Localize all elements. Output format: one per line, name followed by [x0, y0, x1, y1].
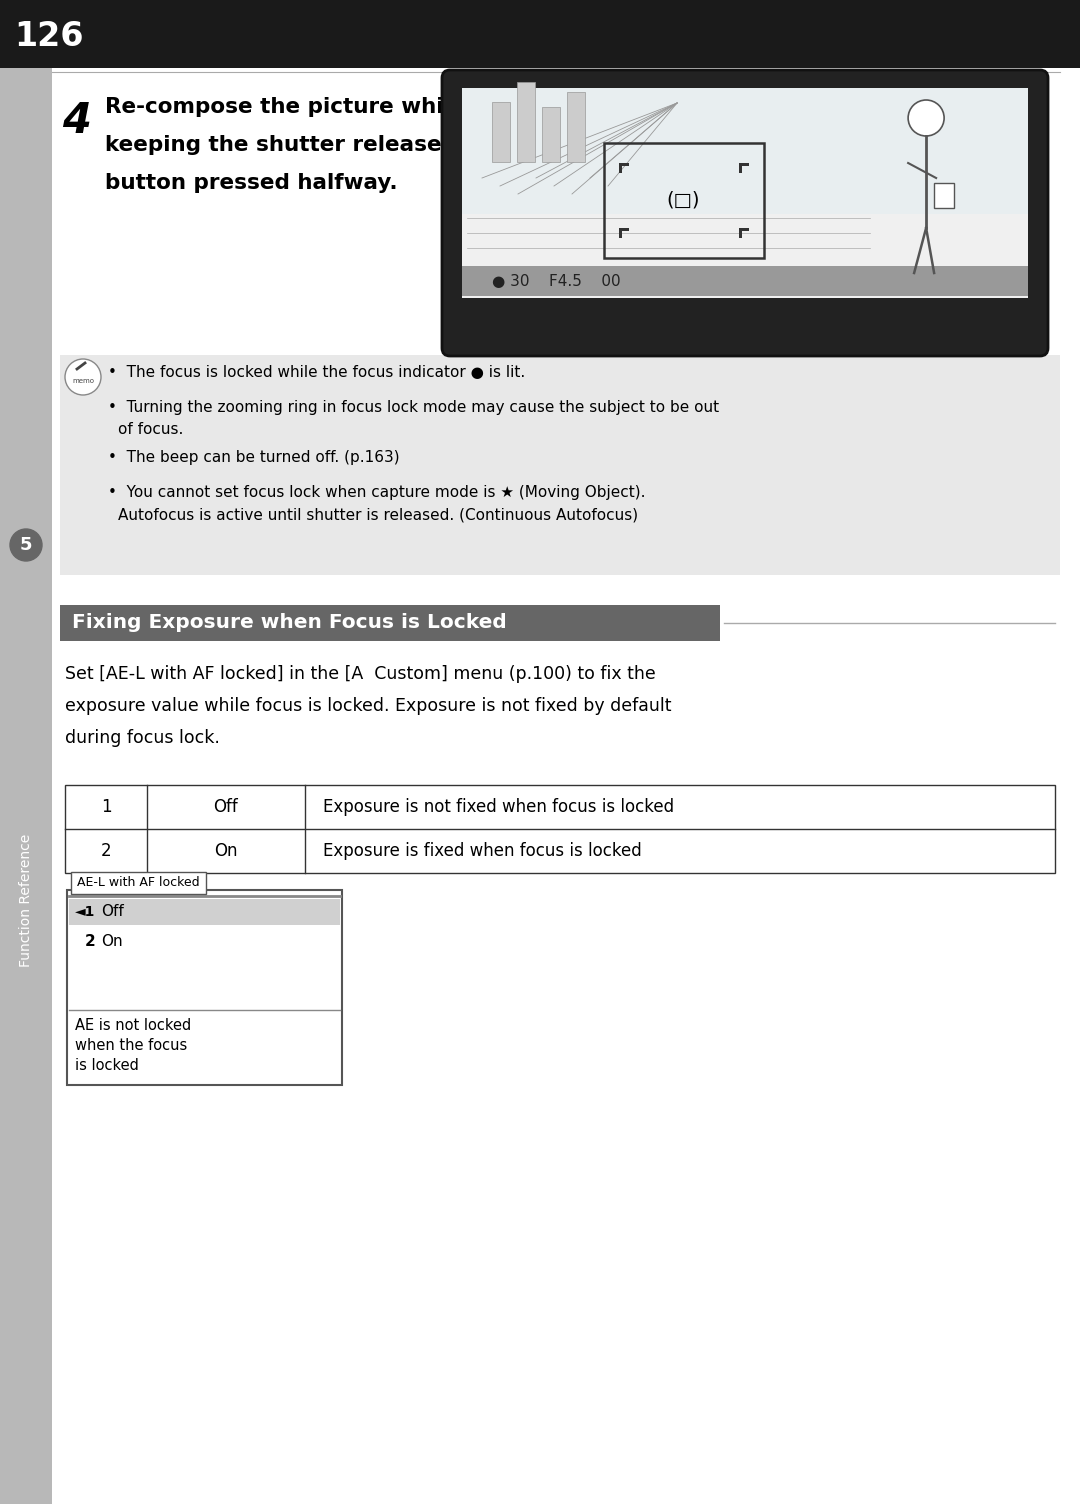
Bar	[739, 162, 748, 165]
Text: AE-L with AF locked: AE-L with AF locked	[77, 877, 200, 889]
Text: of focus.: of focus.	[118, 423, 184, 438]
Bar	[492, 101, 510, 161]
Bar	[0, 0, 52, 1504]
Text: ● 30    F4.5    00: ● 30 F4.5 00	[492, 274, 621, 289]
Text: Fixing Exposure when Focus is Locked: Fixing Exposure when Focus is Locked	[72, 614, 507, 633]
Bar	[60, 605, 720, 641]
Text: exposure value while focus is locked. Exposure is not fixed by default: exposure value while focus is locked. Ex…	[65, 696, 672, 714]
Text: 5: 5	[19, 535, 32, 553]
Text: •  The beep can be turned off. (p.163): • The beep can be turned off. (p.163)	[108, 450, 400, 465]
Bar	[619, 162, 629, 165]
Bar	[462, 89, 1028, 298]
Text: •  The focus is locked while the focus indicator ● is lit.: • The focus is locked while the focus in…	[108, 365, 525, 381]
Text: AE is not locked: AE is not locked	[75, 1018, 191, 1033]
Text: memo: memo	[72, 378, 94, 384]
Bar	[739, 229, 742, 238]
Text: during focus lock.: during focus lock.	[65, 729, 220, 747]
Text: (□): (□)	[666, 191, 700, 211]
Bar	[567, 92, 585, 161]
Text: 4: 4	[62, 99, 91, 141]
Bar	[462, 89, 1028, 214]
Bar	[619, 162, 621, 173]
Bar	[542, 107, 561, 161]
Text: 126: 126	[14, 20, 83, 53]
Text: Autofocus is active until shutter is released. (Continuous Autofocus): Autofocus is active until shutter is rel…	[118, 507, 638, 522]
Text: •  Turning the zooming ring in focus lock mode may cause the subject to be out: • Turning the zooming ring in focus lock…	[108, 400, 719, 415]
Text: button pressed halfway.: button pressed halfway.	[105, 173, 397, 193]
Bar	[934, 183, 954, 208]
Bar	[69, 899, 340, 925]
FancyBboxPatch shape	[442, 71, 1048, 356]
Bar	[67, 890, 342, 1084]
Circle shape	[908, 99, 944, 135]
Text: On: On	[102, 934, 123, 949]
Bar	[0, 0, 1080, 68]
Bar	[739, 162, 742, 173]
Bar	[619, 229, 629, 232]
Text: Exposure is not fixed when focus is locked: Exposure is not fixed when focus is lock…	[323, 799, 674, 817]
Text: Exposure is fixed when focus is locked: Exposure is fixed when focus is locked	[323, 842, 642, 860]
Text: 1: 1	[100, 799, 111, 817]
Text: Off: Off	[102, 904, 124, 919]
Bar	[71, 872, 206, 893]
Text: is locked: is locked	[75, 1057, 139, 1072]
Bar	[60, 355, 1059, 575]
Text: Set [AE-L with AF locked] in the [A  Custom] menu (p.100) to fix the: Set [AE-L with AF locked] in the [A Cust…	[65, 665, 656, 683]
Text: 2: 2	[100, 842, 111, 860]
Text: On: On	[214, 842, 238, 860]
Bar	[619, 229, 621, 238]
Bar	[517, 81, 535, 161]
Text: keeping the shutter release: keeping the shutter release	[105, 135, 442, 155]
Text: Function Reference: Function Reference	[19, 833, 33, 967]
Circle shape	[65, 359, 102, 396]
Text: •  You cannot set focus lock when capture mode is ★ (Moving Object).: • You cannot set focus lock when capture…	[108, 484, 646, 499]
Bar	[604, 143, 764, 259]
Circle shape	[10, 529, 42, 561]
Text: ◄1: ◄1	[75, 905, 95, 919]
Text: when the focus: when the focus	[75, 1038, 187, 1053]
Bar	[462, 266, 1028, 296]
Bar	[65, 785, 1055, 872]
Text: Re-compose the picture while: Re-compose the picture while	[105, 96, 465, 117]
Bar	[739, 229, 748, 232]
Text: 2: 2	[85, 934, 96, 949]
Text: Off: Off	[214, 799, 239, 817]
